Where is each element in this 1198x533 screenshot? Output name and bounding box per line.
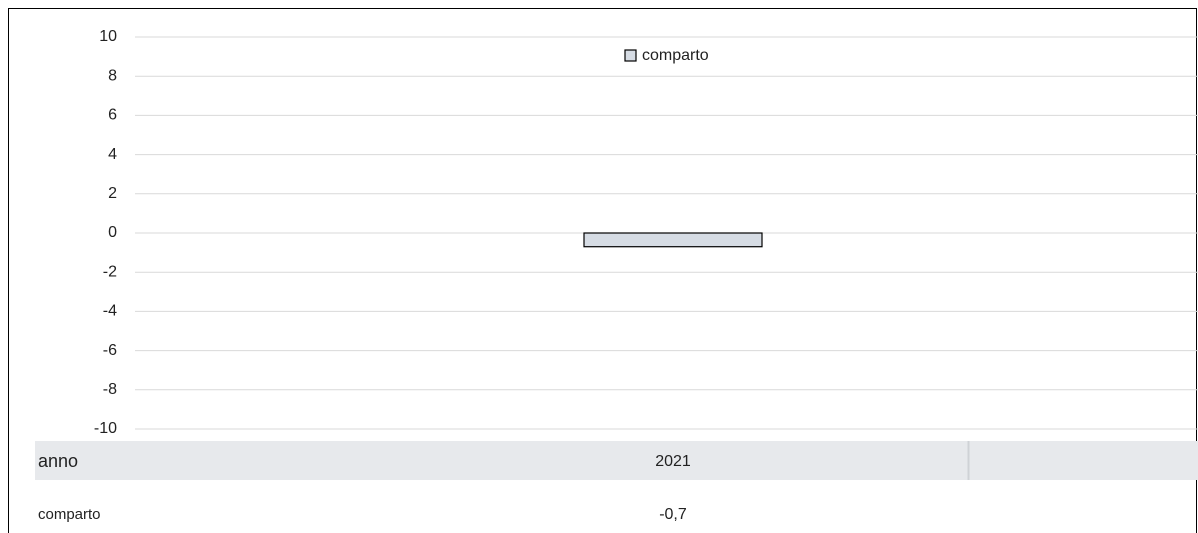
table-category: 2021 xyxy=(655,453,691,470)
table-value: -0,7 xyxy=(659,506,687,523)
bar xyxy=(583,232,763,248)
y-tick-label: 4 xyxy=(108,146,117,163)
y-tick-label: 2 xyxy=(108,185,117,202)
y-tick-label: -6 xyxy=(103,342,117,359)
frame xyxy=(8,8,1197,533)
legend-label: comparto xyxy=(642,47,709,64)
y-tick-label: -8 xyxy=(103,381,117,398)
y-tick-label: -2 xyxy=(103,263,117,280)
y-tick-label: -10 xyxy=(94,420,117,437)
y-tick-label: 0 xyxy=(108,224,117,241)
legend-swatch xyxy=(624,49,637,62)
y-tick-label: -4 xyxy=(103,303,117,320)
table-row-label: comparto xyxy=(38,506,101,523)
y-tick-label: 10 xyxy=(99,28,117,45)
table-header-bg xyxy=(35,441,1198,480)
y-tick-label: 6 xyxy=(108,107,117,124)
y-tick-label: 8 xyxy=(108,67,117,84)
table-header-label: anno xyxy=(38,451,78,471)
